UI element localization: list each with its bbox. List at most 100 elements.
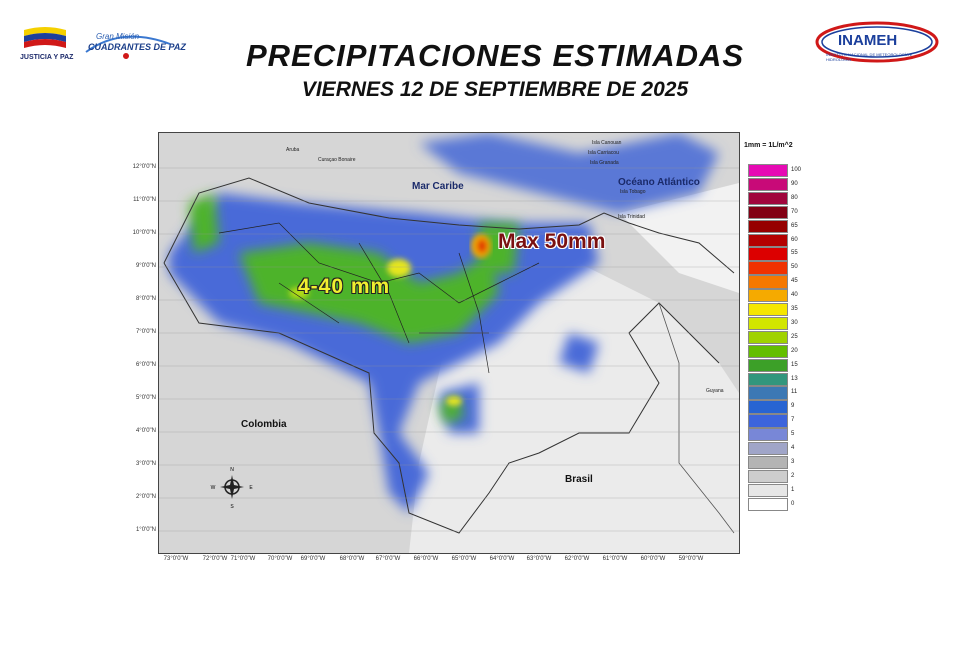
mision-swoosh-icon xyxy=(85,35,171,59)
legend-label: 5 xyxy=(791,431,795,438)
lon-label: 67°0'0"W xyxy=(375,556,401,562)
lat-label: 9°0'0"N xyxy=(135,263,156,269)
label-colombia: Colombia xyxy=(241,419,287,430)
inameh-logo-subtitle: INSTITUTO NACIONAL DE METEOROLOGÍA E HID… xyxy=(826,52,913,62)
legend-swatch xyxy=(748,372,788,386)
legend-label: 3 xyxy=(791,458,795,465)
legend-label: 7 xyxy=(791,417,795,424)
legend-label: 4 xyxy=(791,445,795,451)
legend-label: 45 xyxy=(791,278,798,285)
legend-swatch xyxy=(748,330,788,345)
label-carriacou: Isla Carriacou xyxy=(588,150,619,156)
lat-label: 7°0'0"N xyxy=(135,329,156,335)
legend-swatch xyxy=(748,191,788,206)
legend-label: 0 xyxy=(791,500,795,507)
legend-label: 1 xyxy=(791,486,795,493)
legend-swatch xyxy=(748,177,788,192)
lat-label: 6°0'0"N xyxy=(135,362,156,368)
legend-label: 50 xyxy=(791,264,798,271)
legend-swatch xyxy=(748,455,788,470)
lat-label: 5°0'0"N xyxy=(135,395,156,401)
label-guyana: Guyana xyxy=(706,388,724,394)
label-mar-caribe: Mar Caribe xyxy=(412,181,464,192)
legend-label: 55 xyxy=(791,250,798,257)
legend-swatch xyxy=(748,358,788,372)
compass-rose-icon: N S W E xyxy=(211,467,254,509)
legend-swatch xyxy=(748,275,788,289)
compass-s: S xyxy=(230,504,234,509)
justicia-y-paz-text: JUSTICIA Y PAZ xyxy=(20,54,74,61)
legend-label: 70 xyxy=(791,208,798,215)
lat-label: 8°0'0"N xyxy=(135,296,156,302)
lon-label: 68°0'0"W xyxy=(339,556,365,562)
lon-label: 64°0'0"W xyxy=(489,556,515,562)
mision-line2: CUADRANTES DE PAZ xyxy=(88,42,186,52)
legend-label: 90 xyxy=(791,180,798,187)
legend-swatch xyxy=(748,205,788,220)
lon-label: 61°0'0"W xyxy=(602,556,628,562)
coastline xyxy=(163,177,735,274)
graticule xyxy=(159,167,739,532)
lat-label: 11°0'0"N xyxy=(133,197,156,203)
legend-label: 9 xyxy=(791,403,795,410)
lat-label: 3°0'0"N xyxy=(135,461,156,467)
legend-swatch xyxy=(748,400,788,414)
legend-swatch xyxy=(748,442,788,456)
lat-label: 10°0'0"N xyxy=(132,230,156,236)
lon-label: 69°0'0"W xyxy=(300,556,326,562)
lat-label: 1°0'0"N xyxy=(135,527,156,533)
legend-swatch xyxy=(748,414,788,428)
label-aruba: Aruba xyxy=(286,147,300,153)
legend-swatch xyxy=(748,261,788,275)
legend-label: 15 xyxy=(791,361,798,368)
legend-swatch xyxy=(748,497,788,511)
legend-label: 40 xyxy=(791,292,798,299)
label-granada: Isla Granada xyxy=(590,160,619,166)
precip-yellow-layer xyxy=(289,259,462,406)
lon-label: 65°0'0"W xyxy=(451,556,477,562)
inameh-logo-text: INAMEH xyxy=(838,32,898,49)
legend-label: 20 xyxy=(791,347,798,354)
lon-label: 73°0'0"W xyxy=(163,556,189,562)
lat-label: 2°0'0"N xyxy=(135,494,156,500)
legend-swatch xyxy=(748,164,788,178)
legend-swatch xyxy=(748,483,788,498)
page-subtitle: VIERNES 12 DE SEPTIEMBRE DE 2025 xyxy=(301,78,689,101)
legend-swatch xyxy=(748,469,788,484)
page-title: PRECIPITACIONES ESTIMADAS xyxy=(245,38,745,73)
legend-swatch xyxy=(748,233,788,247)
legend-label: 100 xyxy=(791,167,802,173)
legend-swatch xyxy=(748,386,788,400)
venezuela-flag-logo xyxy=(24,27,66,48)
legend-label: 35 xyxy=(791,306,798,312)
legend-swatch xyxy=(748,428,788,442)
precipitation-map-canvas xyxy=(159,133,739,553)
legend-label: 25 xyxy=(791,333,798,340)
annotation-range: 4-40 mm xyxy=(298,275,391,298)
legend-unit: 1mm = 1L/m^2 xyxy=(744,142,793,149)
label-trinidad: Isla Trinidad xyxy=(618,214,645,220)
legend-label: 30 xyxy=(791,319,798,326)
precip-max-layer xyxy=(471,234,491,258)
precipitation-map xyxy=(158,132,740,554)
mision-line1: Gran Misión xyxy=(96,32,140,41)
label-canouan: Isla Canouan xyxy=(592,140,622,146)
national-border xyxy=(163,262,720,534)
lat-label: 12°0'0"N xyxy=(132,164,156,170)
label-brasil: Brasil xyxy=(565,474,593,485)
lon-label: 63°0'0"W xyxy=(526,556,552,562)
legend-swatch xyxy=(748,219,788,233)
legend-label: 80 xyxy=(791,194,798,201)
precip-green-layer xyxy=(189,193,519,423)
state-borders xyxy=(218,222,540,374)
lon-label: 59°0'0"W xyxy=(678,556,704,562)
lon-label: 60°0'0"W xyxy=(640,556,666,562)
legend-swatch xyxy=(748,303,788,317)
legend-label: 11 xyxy=(791,389,798,396)
compass-e: E xyxy=(249,485,253,491)
compass-n: N xyxy=(230,467,234,473)
lon-label: 66°0'0"W xyxy=(413,556,439,562)
label-curacao-bonaire: Curaçao Bonaire xyxy=(318,157,356,163)
legend-swatch xyxy=(748,289,788,303)
annotation-max: Max 50mm xyxy=(498,230,606,253)
